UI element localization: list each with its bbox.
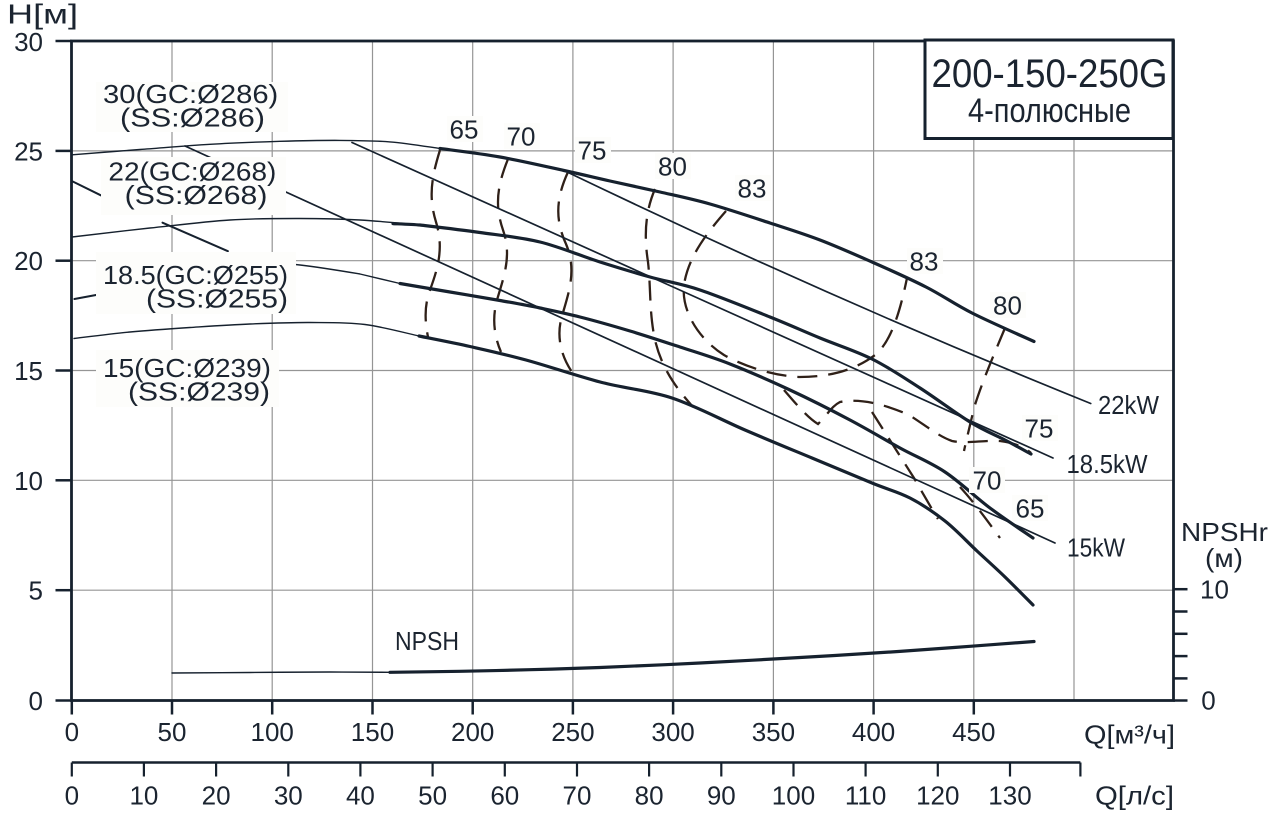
- svg-text:NPSH: NPSH: [395, 626, 459, 656]
- svg-text:22(GC:Ø268): 22(GC:Ø268): [108, 157, 276, 187]
- svg-text:83: 83: [910, 247, 939, 277]
- svg-text:Q[м³/ч]: Q[м³/ч]: [1084, 720, 1175, 750]
- svg-text:15kW: 15kW: [1067, 533, 1125, 563]
- svg-text:0: 0: [65, 717, 79, 747]
- svg-text:100: 100: [772, 781, 815, 811]
- svg-text:0: 0: [65, 781, 79, 811]
- svg-text:22kW: 22kW: [1098, 390, 1159, 420]
- svg-text:400: 400: [852, 717, 895, 747]
- svg-text:18.5(GC:Ø255): 18.5(GC:Ø255): [103, 260, 288, 290]
- svg-text:40: 40: [346, 781, 375, 811]
- svg-text:10: 10: [1200, 575, 1229, 605]
- svg-text:100: 100: [251, 717, 294, 747]
- svg-text:(SS:Ø239): (SS:Ø239): [128, 377, 270, 407]
- svg-text:90: 90: [707, 781, 736, 811]
- svg-text:80: 80: [658, 152, 687, 182]
- svg-text:(SS:Ø286): (SS:Ø286): [120, 103, 265, 133]
- svg-text:50: 50: [418, 781, 447, 811]
- svg-text:10: 10: [129, 781, 158, 811]
- svg-text:70: 70: [507, 122, 536, 152]
- svg-text:H[м]: H[м]: [7, 0, 78, 30]
- svg-text:80: 80: [993, 291, 1022, 321]
- svg-text:Q[л/с]: Q[л/с]: [1095, 781, 1174, 811]
- svg-text:5: 5: [29, 576, 43, 606]
- svg-text:83: 83: [738, 174, 767, 204]
- svg-text:300: 300: [651, 717, 694, 747]
- svg-text:18.5kW: 18.5kW: [1067, 449, 1148, 479]
- svg-text:(SS:Ø255): (SS:Ø255): [146, 284, 288, 314]
- svg-text:70: 70: [973, 466, 1002, 496]
- svg-text:120: 120: [916, 781, 959, 811]
- svg-text:10: 10: [14, 466, 43, 496]
- svg-text:(м): (м): [1205, 543, 1243, 573]
- svg-text:0: 0: [29, 686, 43, 716]
- svg-text:20: 20: [202, 781, 231, 811]
- svg-text:450: 450: [952, 717, 995, 747]
- svg-text:150: 150: [351, 717, 394, 747]
- svg-text:130: 130: [988, 781, 1031, 811]
- svg-text:65: 65: [1016, 494, 1045, 524]
- svg-text:65: 65: [450, 115, 479, 145]
- svg-text:20: 20: [14, 246, 43, 276]
- svg-text:4-полюсные: 4-полюсные: [968, 92, 1131, 130]
- svg-text:75: 75: [1025, 414, 1054, 444]
- svg-text:25: 25: [14, 136, 43, 166]
- svg-text:30: 30: [14, 27, 43, 57]
- svg-text:350: 350: [752, 717, 795, 747]
- svg-text:60: 60: [490, 781, 519, 811]
- svg-text:250: 250: [551, 717, 594, 747]
- svg-text:70: 70: [563, 781, 592, 811]
- svg-text:110: 110: [845, 781, 886, 811]
- svg-text:NPSHr: NPSHr: [1181, 517, 1268, 547]
- svg-text:75: 75: [578, 136, 607, 166]
- svg-text:200: 200: [451, 717, 494, 747]
- svg-text:15: 15: [14, 356, 43, 386]
- svg-text:30(GC:Ø286): 30(GC:Ø286): [103, 79, 278, 109]
- svg-text:0: 0: [1201, 686, 1215, 716]
- svg-text:30: 30: [274, 781, 303, 811]
- svg-text:15(GC:Ø239): 15(GC:Ø239): [103, 353, 271, 383]
- svg-text:50: 50: [158, 717, 187, 747]
- svg-text:80: 80: [635, 781, 664, 811]
- svg-text:200-150-250G: 200-150-250G: [932, 52, 1168, 96]
- svg-text:(SS:Ø268): (SS:Ø268): [125, 180, 268, 210]
